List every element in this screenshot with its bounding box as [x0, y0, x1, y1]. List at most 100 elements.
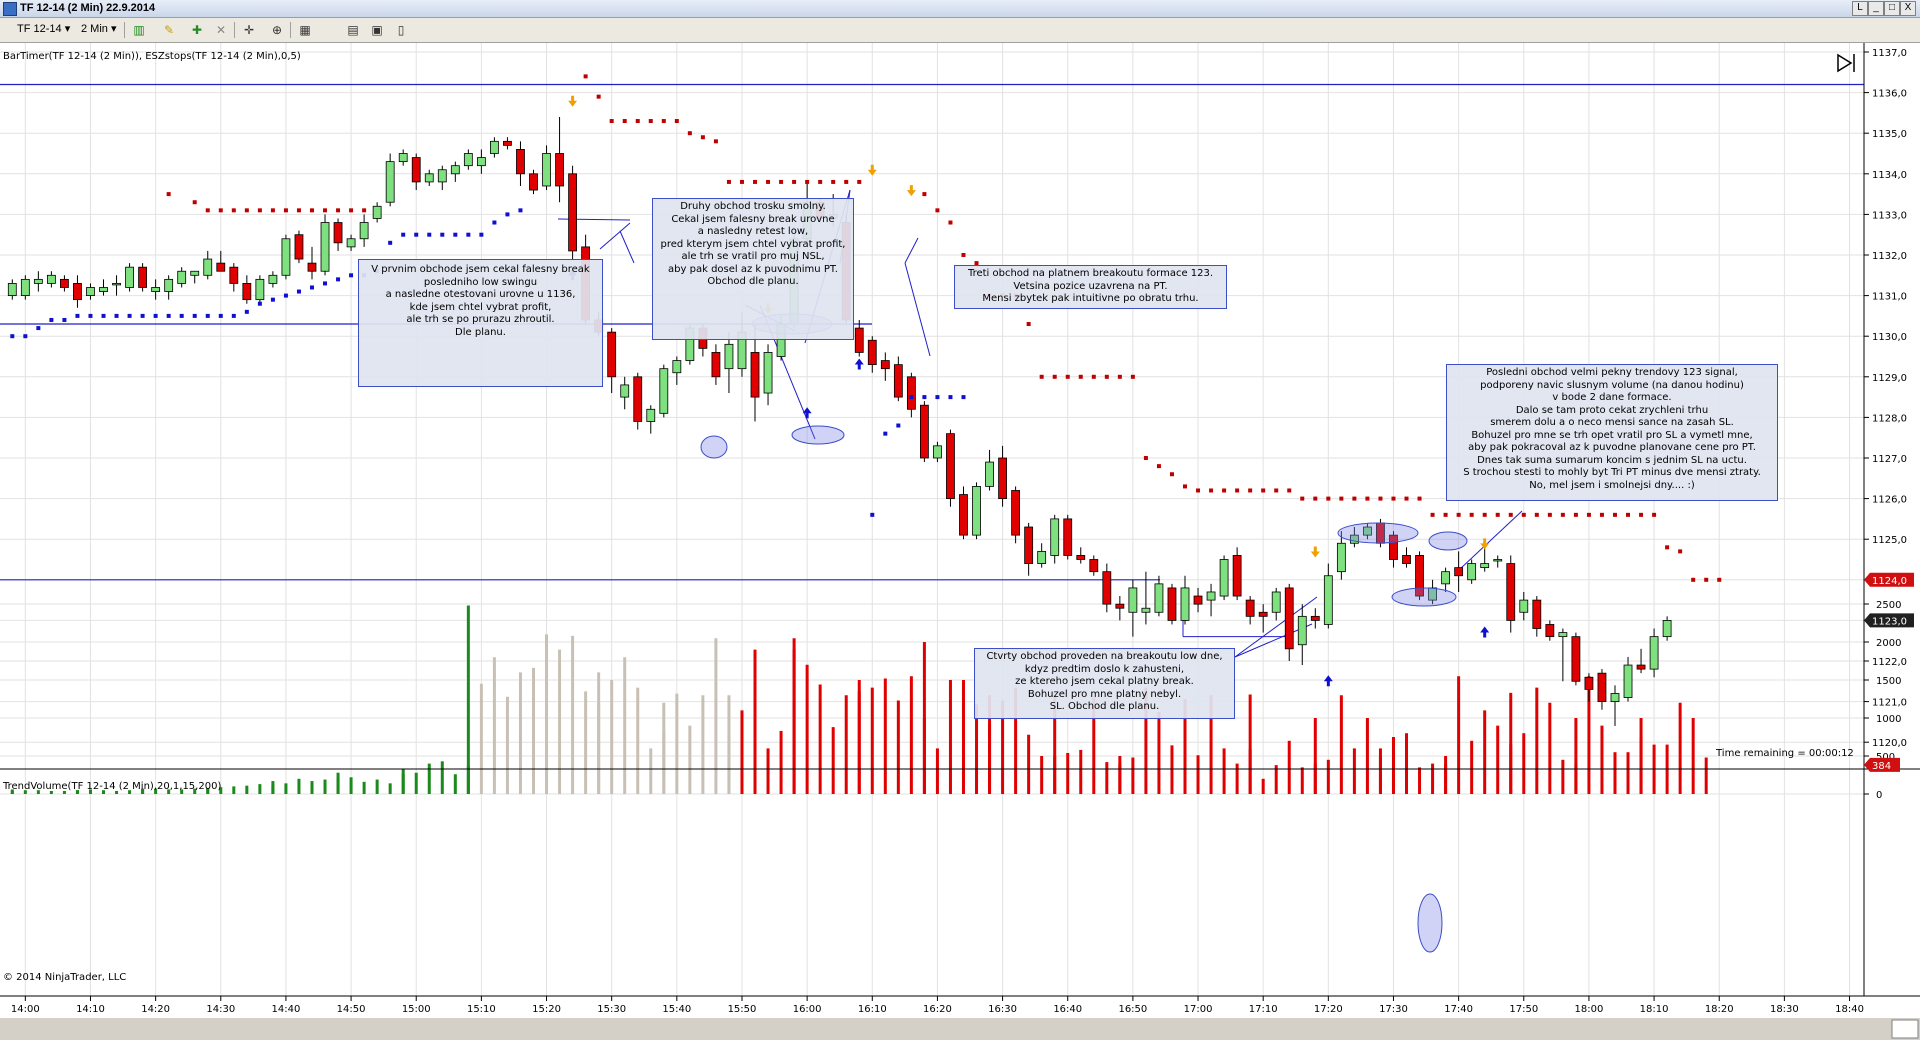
- candle-up: [646, 408, 656, 422]
- time-tick-label: 18:20: [1705, 1004, 1734, 1015]
- interval-selector[interactable]: 2 Min ▾: [78, 22, 120, 37]
- time-tick-label: 18:30: [1770, 1004, 1799, 1015]
- stop-dot-red: [1560, 512, 1565, 517]
- candle-up: [33, 278, 43, 284]
- window-minimize-button[interactable]: _: [1868, 1, 1884, 16]
- zoom-icon[interactable]: ⊕: [271, 23, 283, 37]
- scrollbar-thumb: [1891, 1019, 1919, 1039]
- candle-down: [1506, 563, 1516, 621]
- window-close-button[interactable]: X: [1900, 1, 1916, 16]
- candle-down: [333, 222, 343, 244]
- candle-down: [516, 149, 525, 175]
- connector-line: [1234, 596, 1318, 658]
- time-remaining: Time remaining = 00:00:12: [1716, 748, 1854, 759]
- candle-up: [255, 278, 265, 301]
- annotation-line: pred kterym jsem chtel vybrat profit,: [660, 238, 846, 250]
- stop-dot-blue: [75, 313, 80, 318]
- stop-dot-red: [687, 131, 692, 136]
- time-tick-label: 18:40: [1835, 1004, 1864, 1015]
- candle-down: [1063, 518, 1073, 556]
- candle-up: [359, 222, 369, 240]
- stop-dot-red: [1091, 374, 1096, 379]
- stop-dot-red: [583, 74, 588, 79]
- stop-dot-blue: [909, 395, 914, 400]
- candle-up: [1323, 575, 1333, 625]
- arrow-down-icon: [568, 95, 578, 107]
- chevron-down-icon: ▾: [110, 23, 117, 35]
- candle-down: [307, 262, 317, 272]
- stop-dot-red: [1586, 512, 1591, 517]
- candle-down: [73, 283, 82, 301]
- stop-dot-red: [1300, 496, 1305, 501]
- price-tick-label: 1125,0: [1872, 535, 1907, 546]
- candle-down: [138, 266, 148, 288]
- crosshair-icon[interactable]: ✛: [243, 23, 255, 37]
- instrument-selector[interactable]: TF 12-14 ▾: [14, 22, 73, 37]
- candle-down: [1415, 555, 1424, 597]
- time-tick-label: 16:40: [1053, 1004, 1082, 1015]
- candle-up: [346, 238, 356, 248]
- candle-down: [920, 404, 929, 459]
- candle-up: [1623, 664, 1633, 698]
- drawing-tool-icon[interactable]: ✎: [163, 23, 175, 37]
- strategies-icon[interactable]: ✕: [215, 23, 227, 37]
- data-box-icon[interactable]: ▣: [371, 23, 383, 37]
- annotation-trade-2: Druhy obchod trosku smolny. Cekal jsem f…: [652, 198, 854, 340]
- arrow-down-icon: [867, 164, 877, 176]
- stop-dot-red: [1326, 496, 1331, 501]
- level-lines: [0, 83, 1864, 638]
- stop-dot-blue: [127, 313, 132, 318]
- stop-dot-red: [1287, 488, 1292, 493]
- candle-up: [177, 270, 187, 284]
- stop-dot-red: [948, 220, 953, 225]
- stop-dot-red: [270, 208, 275, 213]
- candle-down: [998, 457, 1007, 499]
- volume-tick-label: 2500: [1876, 600, 1901, 611]
- window-link-button[interactable]: L: [1852, 1, 1868, 16]
- stop-dot-red: [1456, 512, 1461, 517]
- window-maximize-button[interactable]: □: [1884, 1, 1900, 16]
- candle-up: [1649, 636, 1659, 670]
- candle-up: [1206, 591, 1216, 601]
- stop-dot-blue: [440, 232, 445, 237]
- stop-dot-red: [1508, 512, 1513, 517]
- candle-down: [1024, 526, 1034, 564]
- stop-dot-blue: [36, 326, 41, 331]
- indicators-icon[interactable]: ✚: [191, 23, 203, 37]
- price-tick-label: 1137,0: [1872, 48, 1907, 59]
- price-tick-label: 1127,0: [1872, 454, 1907, 465]
- price-marker-dark: [1864, 613, 1914, 628]
- time-tick-label: 16:00: [793, 1004, 822, 1015]
- chart-trader-icon[interactable]: ▤: [347, 23, 359, 37]
- stop-dot-red: [1339, 496, 1344, 501]
- candle-down: [854, 327, 864, 353]
- time-tick-label: 14:00: [11, 1004, 40, 1015]
- stop-dot-red: [753, 179, 758, 184]
- panel-icon[interactable]: ▯: [397, 23, 405, 37]
- highlight-ellipse: [1428, 531, 1468, 551]
- candle-up: [20, 278, 30, 297]
- stop-dot-red: [1612, 512, 1617, 517]
- candle-down: [1389, 534, 1398, 560]
- horizontal-scrollbar: [0, 1018, 1920, 1040]
- time-tick-label: 15:00: [402, 1004, 431, 1015]
- bar-type-icon[interactable]: ▥: [133, 23, 145, 37]
- properties-icon[interactable]: ▦: [299, 23, 311, 37]
- candle-down: [1584, 676, 1594, 690]
- stop-dot-red: [1104, 374, 1109, 379]
- stop-dot-blue: [166, 313, 171, 318]
- volume-tick-label: 1000: [1876, 714, 1901, 725]
- chart-area[interactable]: 1137,0 1136,0 1135,0 1134,0 1133,0 1132,0 1131…: [0, 43, 1920, 1040]
- stop-dot-blue: [323, 281, 328, 286]
- stop-dot-red: [257, 208, 262, 213]
- time-tick-label: 17:50: [1509, 1004, 1538, 1015]
- annotation-trade-4: Ctvrty obchod proveden na breakoutu low …: [974, 648, 1235, 719]
- time-tick-label: 16:20: [923, 1004, 952, 1015]
- stop-dot-red: [1717, 577, 1722, 582]
- candle-up: [1467, 563, 1477, 581]
- chart-canvas[interactable]: 1137,0 1136,0 1135,0 1134,0 1133,0 1132,0 1131…: [0, 43, 1920, 1040]
- candle-up: [476, 157, 486, 167]
- stop-dot-red: [1274, 488, 1279, 493]
- annotation-line: ze ktereho jsem cekal platny break.: [1015, 676, 1194, 687]
- stop-dot-red: [935, 208, 940, 213]
